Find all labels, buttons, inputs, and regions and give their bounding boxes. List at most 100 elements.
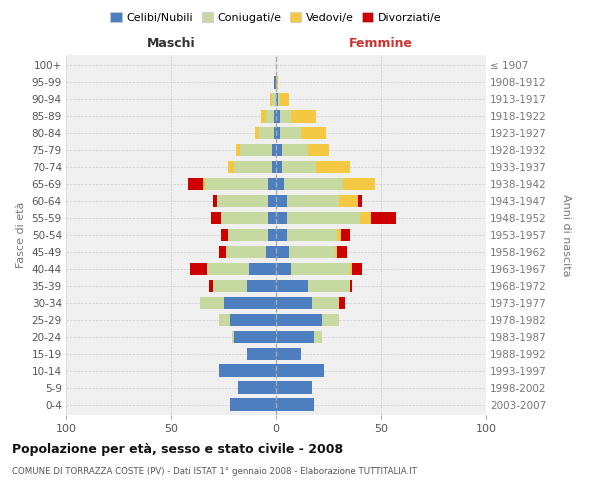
Bar [280,110,290,122]
Bar [276,194,287,207]
Bar [276,126,280,140]
Text: COMUNE DI TORRAZZA COSTE (PV) - Dati ISTAT 1° gennaio 2008 - Elaborazione TUTTIT: COMUNE DI TORRAZZA COSTE (PV) - Dati IST… [12,468,417,476]
Bar [360,212,371,224]
Bar [314,330,322,344]
Bar [276,330,314,344]
Bar [349,280,352,292]
Bar [287,194,339,207]
Bar [289,246,335,258]
Bar [232,330,234,344]
Bar [230,398,276,411]
Bar [236,144,240,156]
Bar [337,228,341,241]
Bar [272,93,276,106]
Bar [341,228,349,241]
Bar [283,144,308,156]
Bar [278,93,280,106]
Bar [228,228,268,241]
Bar [220,314,230,326]
Bar [234,160,272,173]
Bar [349,262,352,276]
Bar [339,296,346,310]
Bar [358,194,362,207]
Bar [276,280,308,292]
Bar [268,228,276,241]
Y-axis label: Anni di nascita: Anni di nascita [561,194,571,276]
Bar [276,228,287,241]
Bar [268,178,276,190]
Bar [206,262,249,276]
Bar [220,246,226,258]
Text: Popolazione per età, sesso e stato civile - 2008: Popolazione per età, sesso e stato civil… [12,442,343,456]
Bar [259,126,274,140]
Bar [230,314,276,326]
Bar [200,296,223,310]
Bar [371,212,396,224]
Legend: Celibi/Nubili, Coniugati/e, Vedovi/e, Divorziati/e: Celibi/Nubili, Coniugati/e, Vedovi/e, Di… [106,8,446,28]
Bar [283,160,316,173]
Bar [308,280,349,292]
Bar [272,144,276,156]
Bar [290,262,349,276]
Bar [276,144,283,156]
Bar [274,110,276,122]
Bar [240,144,272,156]
Bar [276,262,290,276]
Bar [203,178,205,190]
Bar [284,178,343,190]
Bar [255,126,259,140]
Bar [276,160,283,173]
Bar [234,330,276,344]
Bar [272,160,276,173]
Bar [190,262,206,276]
Bar [221,212,268,224]
Bar [276,246,289,258]
Bar [322,314,339,326]
Bar [265,246,276,258]
Bar [276,212,287,224]
Bar [276,110,280,122]
Bar [308,144,329,156]
Bar [226,246,265,258]
Bar [249,262,276,276]
Bar [352,262,362,276]
Bar [209,280,213,292]
Bar [211,212,221,224]
Bar [276,178,284,190]
Bar [290,110,316,122]
Bar [343,178,374,190]
Bar [276,314,322,326]
Bar [312,296,339,310]
Bar [265,110,274,122]
Bar [276,76,278,88]
Bar [280,126,301,140]
Bar [274,126,276,140]
Bar [270,93,272,106]
Bar [316,160,349,173]
Y-axis label: Fasce di età: Fasce di età [16,202,26,268]
Bar [228,160,234,173]
Bar [220,364,276,377]
Bar [188,178,203,190]
Bar [287,228,337,241]
Bar [280,93,289,106]
Bar [337,246,347,258]
Bar [247,348,276,360]
Bar [274,76,276,88]
Bar [205,178,268,190]
Bar [276,364,325,377]
Bar [287,212,360,224]
Bar [276,296,312,310]
Bar [276,398,314,411]
Bar [223,296,276,310]
Text: Femmine: Femmine [349,37,413,50]
Bar [238,382,276,394]
Bar [339,194,358,207]
Bar [217,194,268,207]
Bar [213,280,247,292]
Bar [262,110,265,122]
Bar [276,93,278,106]
Bar [301,126,326,140]
Bar [335,246,337,258]
Bar [213,194,217,207]
